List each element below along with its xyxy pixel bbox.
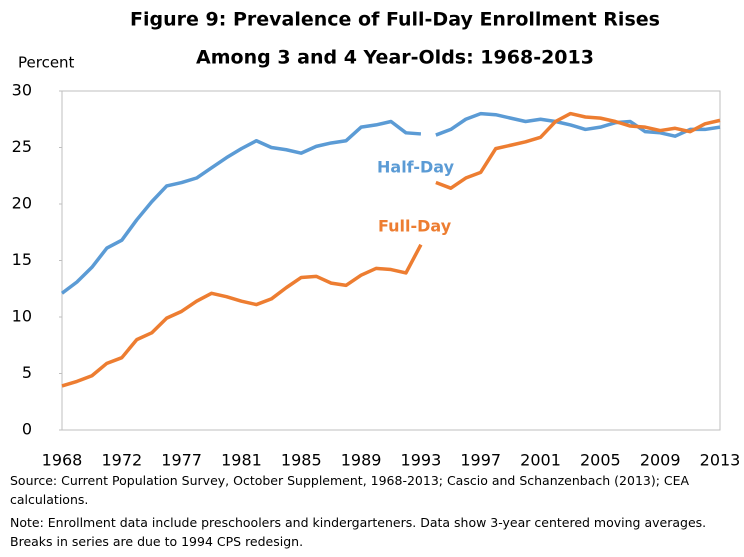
x-tick-label: 1993 bbox=[401, 451, 442, 470]
x-tick-label: 2009 bbox=[640, 451, 681, 470]
y-tick-label: 5 bbox=[22, 363, 32, 382]
x-tick-label: 1972 bbox=[101, 451, 142, 470]
x-tick-label: 1977 bbox=[161, 451, 202, 470]
x-tick-label: 1968 bbox=[42, 451, 83, 470]
y-tick-label: 0 bbox=[22, 420, 32, 439]
note: Note: Enrollment data include preschoole… bbox=[10, 515, 707, 549]
x-tick-label: 1997 bbox=[460, 451, 501, 470]
x-tick-label: 1989 bbox=[341, 451, 382, 470]
series-label: Full-Day bbox=[378, 217, 452, 236]
y-tick-label: 30 bbox=[12, 81, 32, 100]
x-tick-label: 2001 bbox=[520, 451, 561, 470]
x-tick-label: 2005 bbox=[580, 451, 621, 470]
chart: Figure 9: Prevalence of Full-Day Enrollm… bbox=[12, 9, 741, 470]
data-line bbox=[61, 243, 423, 388]
x-tick-label: 1985 bbox=[281, 451, 322, 470]
x-tick-label: 1981 bbox=[221, 451, 262, 470]
plot-frame bbox=[61, 90, 721, 431]
data-line bbox=[435, 111, 721, 138]
notes: Source: Current Population Survey, Octob… bbox=[10, 471, 734, 555]
series-label: Half-Day bbox=[377, 158, 455, 177]
data-line bbox=[435, 111, 721, 190]
chart-title: Figure 9: Prevalence of Full-Day Enrollm… bbox=[130, 9, 660, 31]
x-tick-label: 2013 bbox=[700, 451, 741, 470]
chart-title: Among 3 and 4 Year-Olds: 1968-2013 bbox=[196, 47, 594, 69]
y-tick-label: 15 bbox=[12, 250, 32, 269]
y-tick-label: 10 bbox=[12, 307, 32, 326]
y-axis-label: Percent bbox=[18, 54, 75, 72]
y-tick-label: 20 bbox=[12, 194, 32, 213]
source-note: Source: Current Population Survey, Octob… bbox=[10, 473, 690, 507]
y-tick-label: 25 bbox=[12, 137, 32, 156]
data-line bbox=[60, 119, 422, 295]
